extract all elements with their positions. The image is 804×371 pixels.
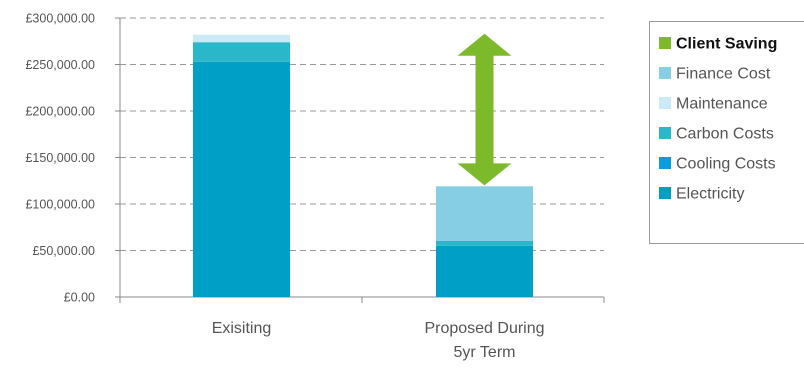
legend: Client Saving Finance Cost Maintenance Carb… <box>649 21 804 244</box>
bar-segment-carbon-costs <box>436 240 533 246</box>
legend-label: Carbon Costs <box>676 126 774 143</box>
y-tick-label: £100,000.00 <box>25 198 95 212</box>
x-category-label: Proposed During <box>424 320 544 337</box>
legend-box <box>649 21 804 244</box>
y-tick-label: £200,000.00 <box>25 105 95 119</box>
legend-label: Cooling Costs <box>676 156 776 173</box>
legend-label: Maintenance <box>676 96 768 113</box>
bar-segment-finance-cost <box>436 186 533 241</box>
client-saving-arrow <box>457 33 512 186</box>
y-tick-label: £0.00 <box>64 291 95 305</box>
legend-label: Client Saving <box>676 36 777 53</box>
legend-swatch <box>659 37 671 49</box>
bar-segment-maintenance <box>193 34 290 43</box>
x-category-label: Exisiting <box>212 320 272 337</box>
bar-segment-electricity <box>436 245 533 297</box>
legend-label: Finance Cost <box>676 66 771 83</box>
y-tick-label: £150,000.00 <box>25 151 95 165</box>
y-tick-label: £50,000.00 <box>32 244 95 258</box>
bar-segment-carbon-costs <box>193 42 290 62</box>
axes: £0.00 £50,000.00 £100,000.00 £150,000.00 £20… <box>25 12 605 361</box>
legend-swatch <box>659 157 671 169</box>
legend-swatch <box>659 187 671 199</box>
legend-swatch <box>659 97 671 109</box>
x-category-label: 5yr Term <box>454 344 516 361</box>
client-saving-arrow-shape <box>457 33 512 186</box>
bars <box>193 34 533 298</box>
legend-label: Electricity <box>676 186 744 203</box>
bar-segment-electricity <box>193 61 290 298</box>
legend-swatch <box>659 67 671 79</box>
y-tick-label: £300,000.00 <box>25 12 95 26</box>
y-tick-label: £250,000.00 <box>25 58 95 72</box>
legend-swatch <box>659 127 671 139</box>
